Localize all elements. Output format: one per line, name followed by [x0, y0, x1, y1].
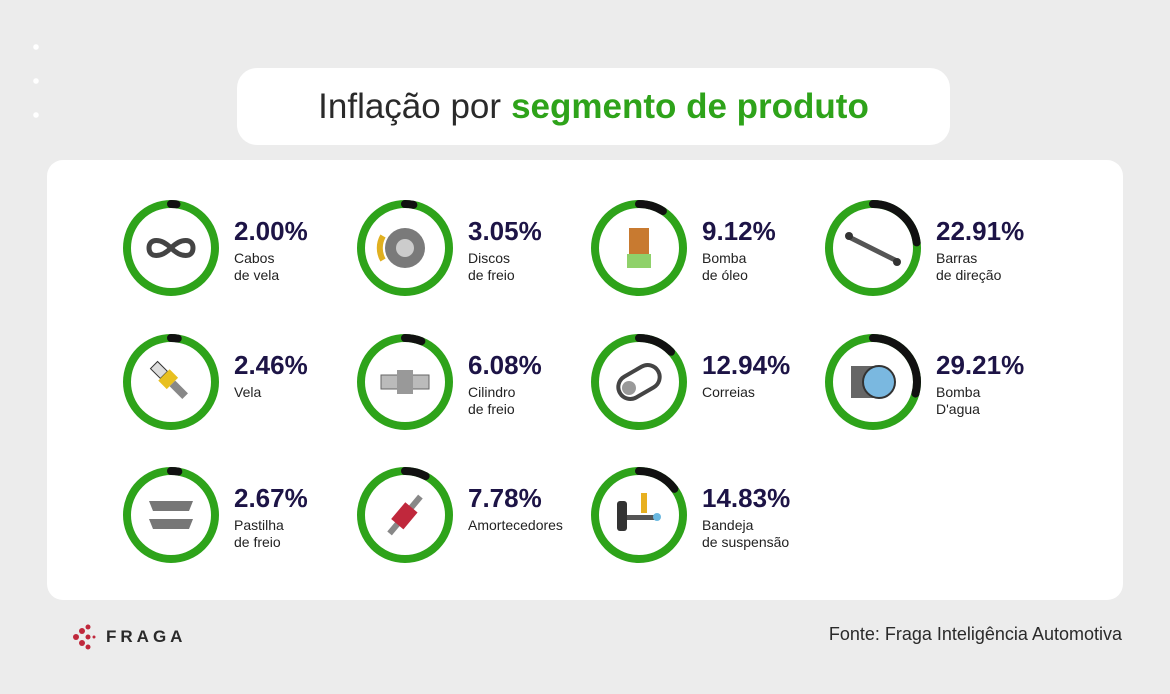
decorative-dots	[18, 30, 68, 140]
suspension-arm-icon	[617, 493, 661, 531]
gauge-value: 7.78%	[468, 483, 542, 513]
gauge-ring	[591, 200, 687, 296]
ring-progress	[591, 334, 687, 430]
ring-progress	[357, 200, 453, 296]
shock-absorber-icon	[387, 494, 423, 536]
gauge-item: 7.78% Amortecedores	[355, 465, 585, 565]
gauge-label: Bomba de óleo	[702, 250, 748, 283]
gauge-ring	[825, 334, 921, 430]
gauge-value: 14.83%	[702, 483, 791, 513]
gauge-value: 6.08%	[468, 350, 542, 380]
gauge-ring	[357, 200, 453, 296]
ring-progress	[123, 467, 219, 563]
gauge-value: 22.91%	[936, 216, 1025, 246]
fraga-logo-icon	[73, 624, 96, 650]
gauge-item: 2.00% Cabos de vela	[121, 198, 351, 298]
logo-text: FRAGA	[106, 627, 187, 646]
gauge-item: 2.67% Pastilha de freio	[121, 465, 351, 565]
gauge-item: 14.83% Bandeja de suspensão	[589, 465, 819, 565]
gauge-ring	[825, 200, 921, 296]
gauge-label: Correias	[702, 384, 755, 400]
gauge-item: 29.21% Bomba D'agua	[823, 332, 1053, 432]
gauge-label: Amortecedores	[468, 517, 563, 533]
gauge-label: Barras de direção	[936, 250, 1002, 283]
steering-bar-icon	[845, 232, 901, 266]
gauge-value: 12.94%	[702, 350, 791, 380]
oil-pump-icon	[627, 228, 651, 268]
gauge-item: 22.91% Barras de direção	[823, 198, 1053, 298]
gauge-ring	[357, 467, 453, 563]
gauges-card: 2.00% Cabos de vela 3.05% Discos de frei…	[47, 160, 1123, 600]
ring-progress	[825, 334, 921, 430]
gauge-ring	[591, 334, 687, 430]
gauge-label: Cabos de vela	[234, 250, 280, 283]
ring-progress	[357, 334, 453, 430]
title-prefix: Inflação por	[318, 86, 502, 126]
gauge-ring	[357, 334, 453, 430]
gauge-label: Cilindro de freio	[468, 384, 516, 417]
gauge-label: Pastilha de freio	[234, 517, 284, 550]
ring-progress	[591, 200, 687, 296]
gauge-value: 2.67%	[234, 483, 308, 513]
water-pump-icon	[851, 365, 896, 399]
fraga-logo: FRAGA	[72, 624, 186, 650]
gauge-label: Bomba D'agua	[936, 384, 981, 417]
gauge-ring	[591, 467, 687, 563]
gauge-ring	[123, 467, 219, 563]
gauge-ring	[123, 334, 219, 430]
gauge-label: Bandeja de suspensão	[702, 517, 790, 550]
cable-icon	[146, 238, 196, 258]
gauge-item: 2.46% Vela	[121, 332, 351, 432]
gauge-item: 3.05% Discos de freio	[355, 198, 585, 298]
gauge-value: 3.05%	[468, 216, 542, 246]
gauge-label: Discos de freio	[468, 250, 515, 283]
gauge-item: 9.12% Bomba de óleo	[589, 198, 819, 298]
title-highlight: segmento de produto	[511, 86, 869, 126]
gauge-label: Vela	[234, 384, 262, 400]
ring-progress	[123, 334, 219, 430]
gauge-item: 6.08% Cilindro de freio	[355, 332, 585, 432]
spark-plug-icon	[149, 360, 188, 399]
ring-progress	[123, 200, 219, 296]
brake-disc-icon	[376, 228, 425, 268]
gauge-ring	[123, 200, 219, 296]
page-title: Inflação por segmento de produto	[237, 68, 950, 145]
gauge-item: 12.94% Correias	[589, 332, 819, 432]
belt-icon	[616, 363, 662, 401]
gauge-value: 2.00%	[234, 216, 308, 246]
ring-track	[123, 467, 219, 563]
brake-pad-icon	[149, 501, 193, 529]
gauge-value: 2.46%	[234, 350, 308, 380]
ring-progress	[357, 467, 453, 563]
gauge-value: 9.12%	[702, 216, 776, 246]
ring-progress	[591, 467, 687, 563]
gauge-value: 29.21%	[936, 350, 1025, 380]
source-note: Fonte: Fraga Inteligência Automotiva	[828, 624, 1122, 644]
brake-cylinder-icon	[380, 370, 430, 394]
ring-progress	[825, 200, 921, 296]
